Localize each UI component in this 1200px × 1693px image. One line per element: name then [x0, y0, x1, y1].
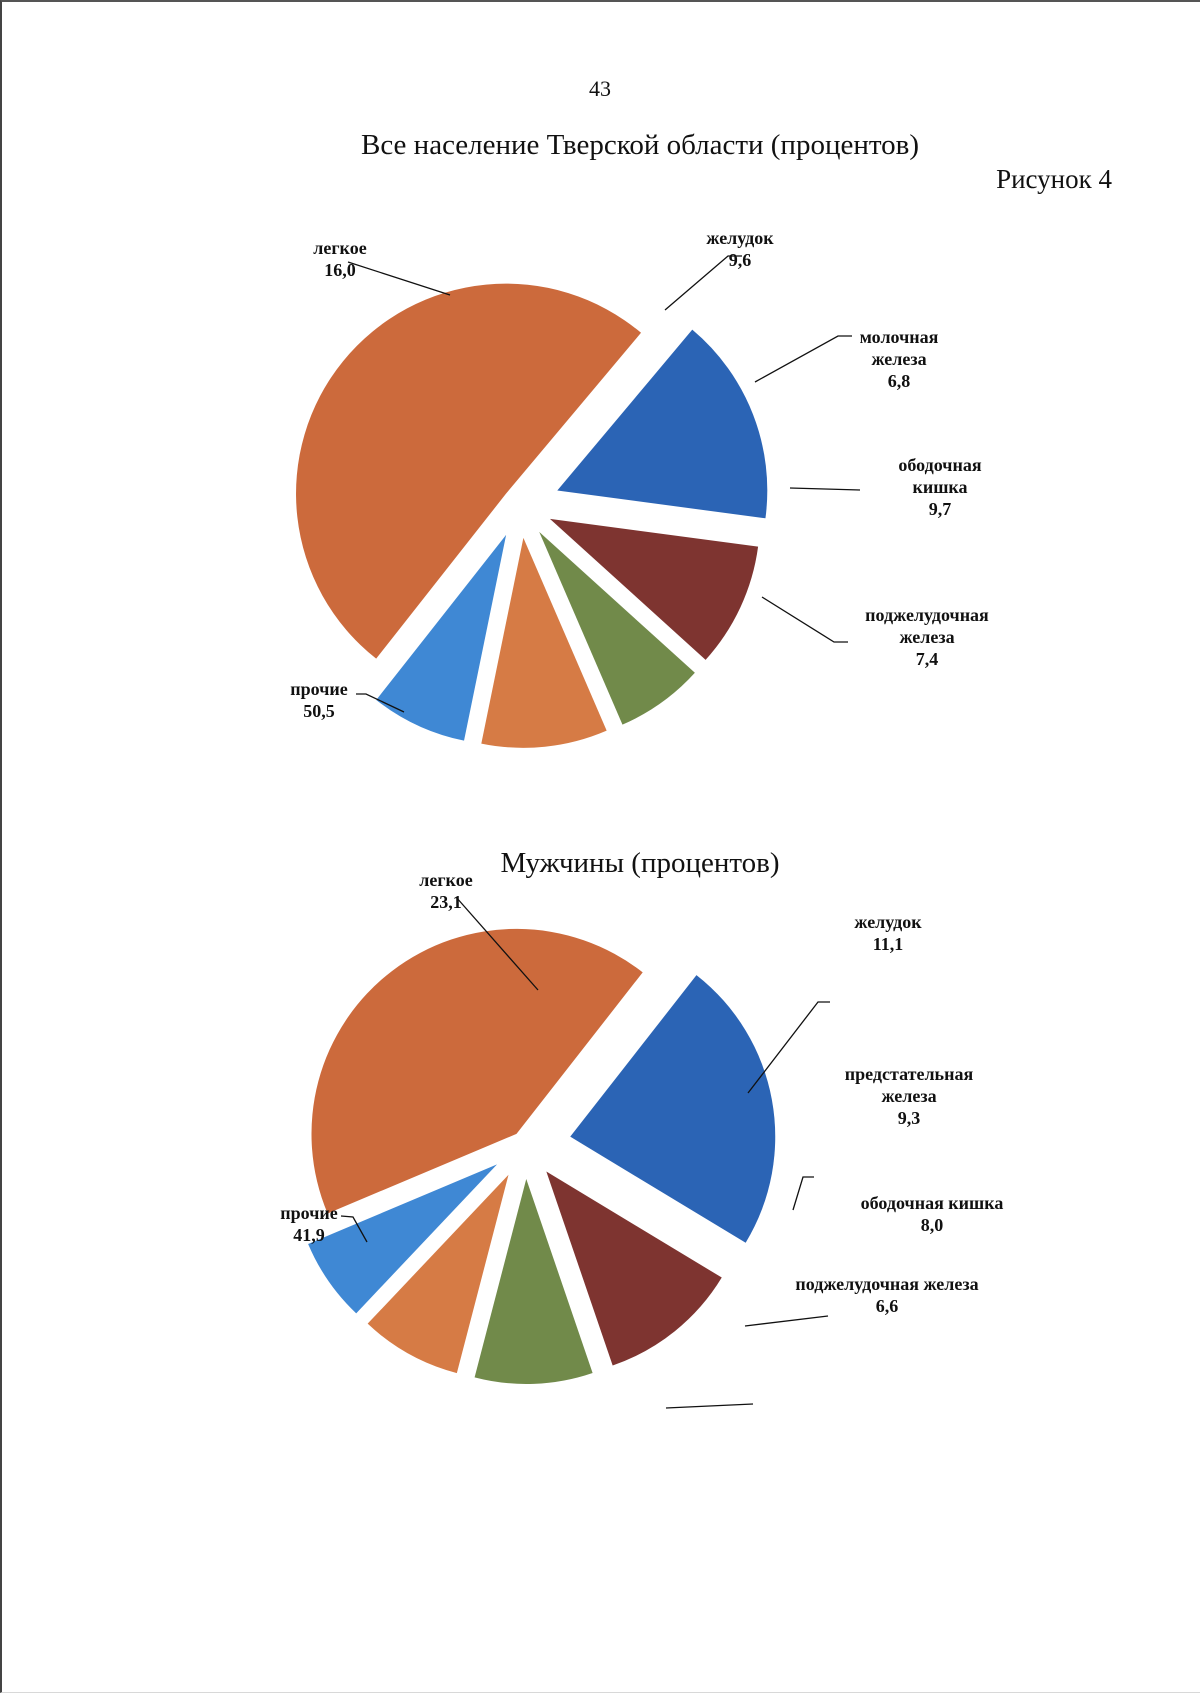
- leader-line-stomach: [664, 255, 742, 311]
- pie-slice-other: [311, 928, 643, 1214]
- slice-name-other: прочие: [280, 1203, 337, 1223]
- slice-value-other: 50,5: [303, 701, 335, 721]
- leader-line-other: [356, 693, 405, 713]
- slice-name-pancreas: железа: [899, 627, 954, 647]
- slice-name-lung: легкое: [313, 238, 366, 258]
- leader-line-colon: [744, 1315, 829, 1327]
- slice-name-colon: ободочная: [898, 455, 981, 475]
- leader-line-stomach: [747, 1001, 830, 1094]
- slice-value-other: 41,9: [293, 1225, 325, 1245]
- page-number: 43: [589, 76, 611, 101]
- slice-name-pancreas: поджелудочная: [865, 605, 989, 625]
- slice-name-third: железа: [871, 349, 926, 369]
- figure-label: Рисунок 4: [996, 164, 1112, 194]
- slice-name-other: прочие: [290, 679, 347, 699]
- chart-title-all-population: Все население Тверской области (проценто…: [360, 129, 920, 161]
- slice-name-pancreas: поджелудочная железа: [795, 1274, 978, 1294]
- pie-slice-colon: [367, 1174, 509, 1374]
- slice-value-third: 9,3: [898, 1108, 921, 1128]
- pie-slice-pancreas: [308, 1164, 498, 1314]
- slice-name-stomach: желудок: [854, 912, 922, 932]
- leader-line-lung: [347, 261, 451, 296]
- leader-line-pancreas: [665, 1403, 754, 1409]
- pie-slice-colon: [481, 537, 607, 748]
- slice-value-lung: 16,0: [324, 260, 356, 280]
- pie-slice-third: [539, 531, 695, 725]
- slice-value-pancreas: 6,6: [876, 1296, 899, 1316]
- pie-slice-third: [474, 1178, 593, 1384]
- slice-name-stomach: желудок: [706, 228, 774, 248]
- slice-value-colon: 8,0: [921, 1215, 944, 1235]
- chart-title-men: Мужчины (процентов): [500, 847, 780, 879]
- slice-value-stomach: 11,1: [873, 934, 904, 954]
- slice-name-third: молочная: [860, 327, 939, 347]
- slice-name-third: предстательная: [845, 1064, 974, 1084]
- slice-name-colon: кишка: [912, 477, 967, 497]
- slice-name-colon: ободочная кишка: [861, 1193, 1004, 1213]
- pie-slice-lung: [570, 975, 776, 1243]
- slice-value-stomach: 9,6: [729, 250, 752, 270]
- slice-value-pancreas: 7,4: [916, 649, 939, 669]
- leader-line-lung: [455, 896, 539, 991]
- pie-slice-pancreas: [376, 534, 507, 741]
- pie-chart-all-population: легкое16,0желудок9,6молочнаяжелеза6,8обо…: [290, 228, 989, 748]
- leader-line-colon: [789, 487, 861, 491]
- leader-line-third: [792, 1176, 814, 1211]
- slice-value-third: 6,8: [888, 371, 911, 391]
- pie-slice-stomach: [546, 1171, 722, 1366]
- leader-line-pancreas: [761, 596, 848, 643]
- slice-name-lung: легкое: [419, 870, 472, 890]
- slice-name-third: железа: [881, 1086, 936, 1106]
- pie-slice-stomach: [549, 518, 759, 660]
- leader-line-other: [340, 1215, 368, 1243]
- slice-value-lung: 23,1: [430, 892, 462, 912]
- pie-slice-other: [296, 283, 642, 659]
- leader-line-third: [754, 335, 852, 383]
- slice-value-colon: 9,7: [929, 499, 952, 519]
- pie-chart-men: легкое23,1желудок11,1предстательнаяжелез…: [280, 870, 1004, 1409]
- pie-slice-lung: [557, 329, 768, 519]
